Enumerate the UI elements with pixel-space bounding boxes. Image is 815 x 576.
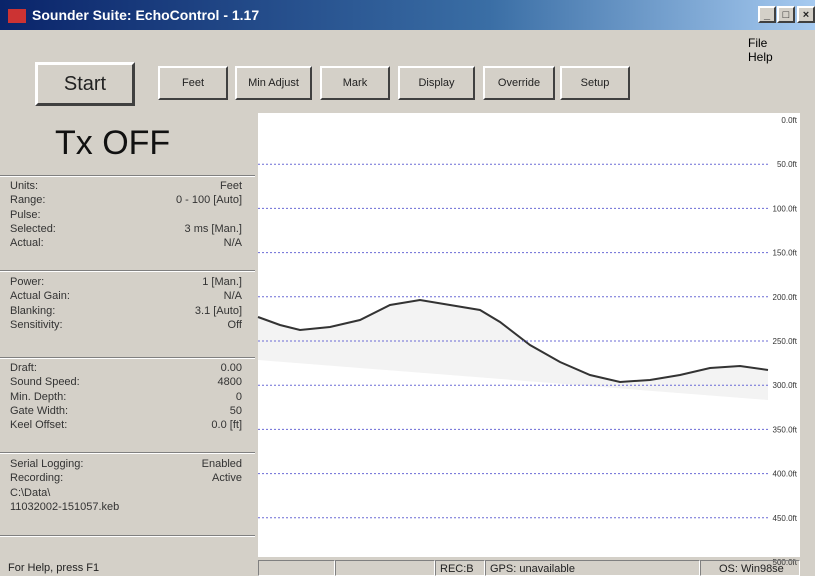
info-value: 50 (230, 405, 242, 417)
info-label: Selected: (10, 223, 56, 235)
depth-label: 50.0ft (777, 160, 798, 169)
info-value: Active (212, 472, 242, 484)
info-row: Pulse: (10, 209, 242, 223)
info-row: Sound Speed: 4800 (10, 376, 242, 390)
toolbar-button[interactable]: Setup (560, 66, 630, 100)
toolbar-button[interactable]: Feet (158, 66, 228, 100)
info-row: Keel Offset: 0.0 [ft] (10, 419, 242, 433)
tx-status: Tx OFF (55, 124, 170, 163)
info-label: Power: (10, 276, 44, 288)
depth-label: 0.0ft (781, 116, 797, 125)
info-value: N/A (224, 290, 242, 302)
depth-label: 250.0ft (773, 337, 798, 346)
info-row: Serial Logging: Enabled (10, 458, 242, 472)
info-value: 4800 (218, 376, 242, 388)
info-row: Actual: N/A (10, 237, 242, 251)
info-label: C:\Data\ (10, 487, 50, 499)
status-help: For Help, press F1 (8, 560, 99, 576)
separator (0, 535, 255, 537)
info-value: 0 - 100 [Auto] (176, 194, 242, 206)
info-label: Recording: (10, 472, 63, 484)
info-label: Serial Logging: (10, 458, 83, 470)
separator (0, 452, 255, 454)
depth-label: 350.0ft (773, 425, 798, 434)
info-row: Selected: 3 ms [Man.] (10, 223, 242, 237)
info-row: Actual Gain: N/A (10, 290, 242, 304)
status-os: OS: Win98se (700, 560, 800, 576)
status-pane (258, 560, 335, 576)
depth-label: 150.0ft (773, 249, 798, 258)
info-value: 0 (236, 391, 242, 403)
depth-scale (768, 113, 800, 557)
info-value: Off (228, 319, 242, 331)
info-label: Draft: (10, 362, 37, 374)
info-value: 0.00 (221, 362, 242, 374)
info-row: Draft: 0.00 (10, 362, 242, 376)
toolbar-button[interactable]: Display (398, 66, 475, 100)
info-value: 3 ms [Man.] (185, 223, 242, 235)
info-row: Sensitivity: Off (10, 319, 242, 333)
info-row: Gate Width: 50 (10, 405, 242, 419)
info-label: Gate Width: (10, 405, 68, 417)
info-value: Feet (220, 180, 242, 192)
info-label: Sensitivity: (10, 319, 63, 331)
info-row: Recording: Active (10, 472, 242, 486)
status-rec: REC:B (435, 560, 485, 576)
info-row: Range: 0 - 100 [Auto] (10, 194, 242, 208)
info-label: 11032002-151057.keb (10, 501, 119, 513)
info-label: Keel Offset: (10, 419, 67, 431)
info-label: Blanking: (10, 305, 55, 317)
separator (0, 175, 255, 177)
info-row: Units: Feet (10, 180, 242, 194)
separator (0, 270, 255, 272)
status-pane (335, 560, 435, 576)
info-value: 0.0 [ft] (211, 419, 242, 431)
depth-label: 100.0ft (773, 204, 798, 213)
info-value: 3.1 [Auto] (195, 305, 242, 317)
toolbar-button[interactable]: Min Adjust (235, 66, 312, 100)
app-window: Sounder Suite: EchoControl - 1.17 _ □ × … (0, 0, 815, 576)
depth-label: 300.0ft (773, 381, 798, 390)
scrollbar[interactable] (800, 113, 815, 557)
info-label: Actual Gain: (10, 290, 70, 302)
status-gps: GPS: unavailable (485, 560, 700, 576)
info-row: Min. Depth: 0 (10, 391, 242, 405)
info-row: Blanking: 3.1 [Auto] (10, 305, 242, 319)
toolbar-button[interactable]: Mark (320, 66, 390, 100)
depth-label: 400.0ft (773, 470, 798, 479)
info-value: 1 [Man.] (202, 276, 242, 288)
info-value: N/A (224, 237, 242, 249)
info-label: Actual: (10, 237, 44, 249)
info-row: 11032002-151057.keb (10, 501, 242, 515)
info-row: C:\Data\ (10, 487, 242, 501)
info-label: Range: (10, 194, 45, 206)
toolbar-button[interactable]: Override (483, 66, 555, 100)
info-row: Power: 1 [Man.] (10, 276, 242, 290)
separator (0, 357, 255, 359)
info-value: Enabled (202, 458, 242, 470)
info-label: Sound Speed: (10, 376, 80, 388)
depth-label: 200.0ft (773, 293, 798, 302)
info-label: Units: (10, 180, 38, 192)
info-label: Min. Depth: (10, 391, 66, 403)
info-label: Pulse: (10, 209, 41, 221)
depth-label: 450.0ft (773, 514, 798, 523)
